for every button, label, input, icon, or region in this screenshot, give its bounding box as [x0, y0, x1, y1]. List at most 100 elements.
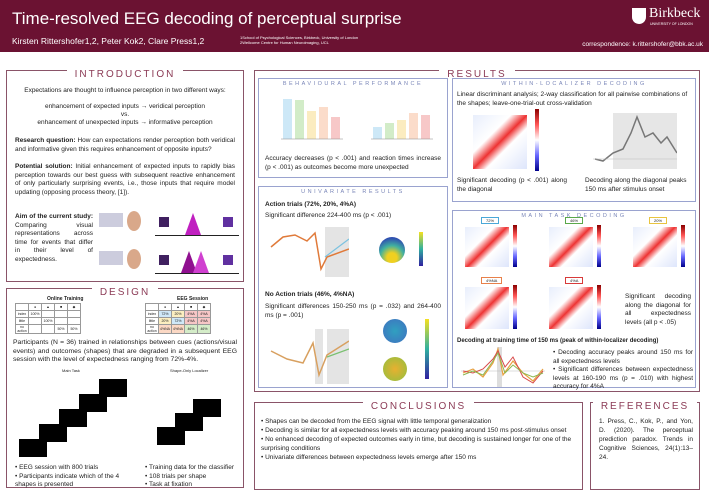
table-cell: 4%A [197, 317, 211, 325]
aim: Aim of the current study: Comparing visu… [15, 213, 93, 264]
bullet: 108 trials per shape [145, 473, 245, 482]
training-time-plot [461, 347, 545, 387]
table-cell: 20% [158, 317, 172, 325]
action-erp-plot [270, 227, 349, 277]
poster-header: Time-resolved EEG decoding of perceptual… [0, 0, 709, 52]
behav-heading: BEHAVIOURAL PERFORMANCE [259, 72, 447, 87]
table-cell: 46% [197, 324, 211, 334]
authors: Kirsten Rittershofer1,2, Peter Kok2, Cla… [12, 36, 205, 46]
table-cell: 46% [184, 324, 198, 334]
intro-line1: enhancement of expected inputs → veridic… [44, 103, 206, 110]
heading-text: REFERENCES [592, 401, 698, 412]
main-task-bullets: EEG session with 800 trialsParticipants … [15, 464, 125, 490]
table-cell [28, 317, 42, 325]
introduction-section: INTRODUCTION Expectations are thought to… [6, 69, 244, 282]
peak-shape [185, 213, 201, 235]
label-20: 20% [649, 217, 668, 224]
table-cell [67, 310, 81, 318]
scene-image [99, 213, 123, 227]
rt-bars [373, 113, 430, 139]
results-section: RESULTS [254, 69, 700, 392]
table-cell: 4%A [197, 310, 211, 318]
conclusion-item: No enhanced decoding of expected outcome… [261, 435, 576, 453]
table-cell: 72% [158, 310, 172, 318]
action-title: Action trials (72%, 20%, 4%A) [265, 201, 357, 208]
heatmap-46 [549, 227, 593, 267]
scene-image [99, 251, 123, 265]
aim-text: Comparing visual representations across … [15, 221, 93, 263]
colorbar [681, 225, 685, 267]
affiliation-1: 1School of Psychological Sciences, Birkb… [240, 35, 359, 40]
table-cell [54, 310, 68, 318]
label-72: 72% [481, 217, 500, 224]
conclusion-item: Shapes can be decoded from the EEG signa… [261, 417, 576, 426]
heading-text: MAIN TASK DECODING [513, 213, 635, 219]
main-task-decoding: MAIN TASK DECODING 72% 46% 20% 4%NA 4%A … [452, 210, 696, 390]
noaction-title: No Action trials (46%, 4%NA) [265, 291, 355, 298]
label-4na: 4%NA [481, 277, 503, 284]
univ-heading: UNIVARIATE RESULTS [259, 180, 447, 195]
topography-map [383, 319, 407, 343]
heading-text: CONCLUSIONS [362, 401, 475, 412]
aim-label: Aim of the current study: [15, 213, 93, 220]
heatmap-4a [549, 287, 593, 329]
conclusions-list: Shapes can be decoded from the EEG signa… [261, 417, 576, 462]
table-cell: 4%NA [158, 324, 172, 334]
affiliation-2: 2Wellcome Centre for Human Neuroimaging,… [240, 40, 329, 45]
temporal-generalization-heatmap [473, 115, 527, 169]
table-cell: 50% [54, 324, 68, 334]
bullet: Participants indicate which of the 4 sha… [15, 473, 125, 490]
heatmap-72 [465, 227, 509, 267]
behaviour-bar-charts [281, 99, 433, 140]
loc-heading: WITHIN-LOCALIZER DECODING [453, 72, 695, 87]
head-image [127, 211, 141, 231]
intro-line2: enhancement of unexpected inputs → infor… [37, 119, 213, 126]
ps-text: Initial enhancement of expected inputs t… [15, 163, 235, 196]
conclusion-item: Decoding is similar for all expectedness… [261, 426, 576, 435]
row-label: no action [15, 324, 29, 334]
logo-sub: UNIVERSITY OF LONDON [650, 22, 693, 26]
table-cell [54, 317, 68, 325]
main-caption: Significant decoding along the diagonal … [625, 293, 691, 326]
correspondence: correspondence: k.rittershofer@bbk.ac.uk [582, 41, 703, 48]
main-task-label: Main Task [62, 368, 80, 373]
table-cell [28, 324, 42, 334]
table-cell: 4%NA [171, 324, 185, 334]
heading-text: DESIGN [91, 287, 159, 298]
birkbeck-logo: Birkbeck UNIVERSITY OF LONDON [632, 6, 704, 30]
table-cell: 4%A [184, 317, 198, 325]
table-cell [41, 310, 55, 318]
heatmap-4na [465, 287, 509, 329]
colorbar [425, 319, 429, 379]
reference-1: 1. Press, C., Kok, P., and Yon, D. (2020… [599, 418, 693, 461]
colorbar [513, 285, 517, 329]
intro-vs: vs. [120, 111, 130, 118]
row-label: little [145, 317, 159, 325]
rq-text: How can expectations render perception b… [15, 137, 235, 153]
localizer-label: Shape-Only Localizer [170, 368, 209, 373]
row-label: index [15, 310, 29, 318]
head-image [127, 249, 141, 269]
table-cell: 100% [41, 317, 55, 325]
ps-label: Potential solution: [15, 163, 73, 170]
topography-map [383, 357, 407, 381]
row-label: little [15, 317, 29, 325]
main-bullets: Decoding accuracy peaks around 150 ms fo… [553, 349, 693, 392]
introduction-heading: INTRODUCTION [7, 64, 243, 80]
shield-icon [632, 8, 646, 24]
loc-text: Linear discriminant analysis; 2-way clas… [457, 91, 688, 107]
colorbar [597, 285, 601, 329]
opposing-process-figure [99, 207, 239, 277]
design-text: Participants (N = 36) trained in relatio… [13, 339, 237, 363]
conclusion-item: Univariate differences between expectedn… [261, 453, 576, 462]
intro-p1: Expectations are thought to influence pe… [24, 87, 226, 94]
bullet: EEG session with 800 trials [15, 464, 125, 473]
conclusions-section: CONCLUSIONS Shapes can be decoded from t… [254, 401, 583, 490]
colorbar [419, 232, 423, 266]
design-section: DESIGN Online Training EEG Session ● ▲ ■ ◆ i… [6, 287, 245, 490]
accuracy-bars [283, 99, 340, 139]
table-cell [41, 324, 55, 334]
table-cell: 50% [67, 324, 81, 334]
bullet: Decoding accuracy peaks around 150 ms fo… [553, 349, 693, 366]
research-question: Research question: How can expectations … [15, 137, 235, 154]
